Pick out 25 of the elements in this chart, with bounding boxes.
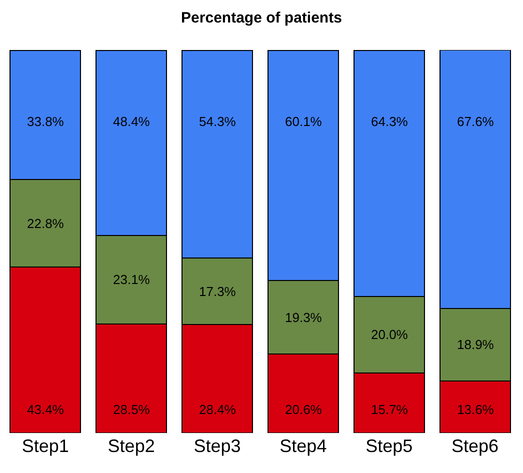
x-tick-label: Step4 — [280, 436, 327, 456]
data-label: 54.3% — [199, 114, 236, 129]
data-label: 28.4% — [199, 402, 236, 417]
data-label: 18.9% — [457, 337, 494, 352]
data-label: 60.1% — [285, 114, 322, 129]
data-label: 22.8% — [27, 216, 64, 231]
x-tick-label: Step6 — [452, 436, 499, 456]
data-label: 43.4% — [27, 402, 64, 417]
data-label: 48.4% — [113, 114, 150, 129]
data-label: 23.1% — [113, 272, 150, 287]
data-label: 20.0% — [371, 327, 408, 342]
data-label: 28.5% — [113, 402, 150, 417]
data-label: 64.3% — [371, 114, 408, 129]
data-label: 13.6% — [457, 402, 494, 417]
data-label: 20.6% — [285, 402, 322, 417]
data-label: 67.6% — [457, 114, 494, 129]
data-label: 19.3% — [285, 310, 322, 325]
x-tick-label: Step2 — [108, 436, 155, 456]
x-tick-label: Step1 — [22, 436, 69, 456]
data-label: 15.7% — [371, 402, 408, 417]
chart-title: Percentage of patients — [181, 9, 342, 26]
data-label: 17.3% — [199, 284, 236, 299]
x-tick-label: Step3 — [194, 436, 241, 456]
x-tick-label: Step5 — [366, 436, 413, 456]
data-label: 33.8% — [27, 114, 64, 129]
